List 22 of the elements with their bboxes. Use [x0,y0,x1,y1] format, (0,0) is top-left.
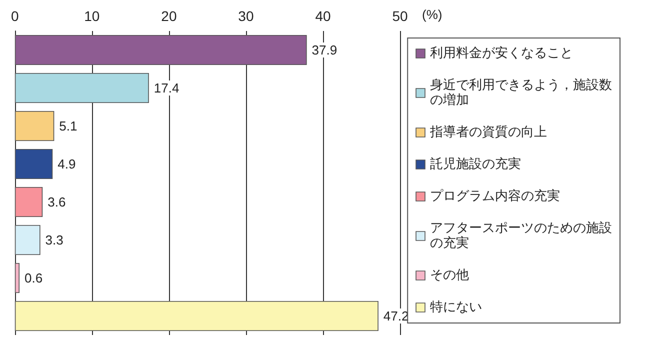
data-label: 3.3 [45,232,64,248]
x-tick-label: 50 [392,8,408,24]
data-label: 4.9 [58,156,76,172]
legend-label: 特にない [430,300,482,315]
data-label: 5.1 [59,118,78,134]
legend-label: プログラム内容の充実 [430,188,560,204]
x-tick-label: 10 [84,8,100,24]
x-tick-label: 40 [315,8,331,24]
legend-label: その他 [430,268,469,283]
legend-label: 託児施設の充実 [430,156,521,172]
legend-label: 利用料金が安くなること [430,45,573,61]
data-label: 0.6 [24,270,43,286]
legend-label: 身近で利用できるよう，施設数の増加 [430,78,612,108]
x-tick-label: 30 [238,8,254,24]
data-label: 3.6 [48,194,66,210]
x-tick-label: 20 [161,8,177,24]
data-label: 37.9 [312,42,338,58]
legend-label: アフタースポーツのための施設の充実 [430,221,612,251]
x-tick-label: 0 [10,8,19,24]
data-label: 17.4 [154,80,180,96]
legend-label: 指導者の資質の向上 [429,125,547,140]
x-axis-title: (%) [422,7,442,22]
